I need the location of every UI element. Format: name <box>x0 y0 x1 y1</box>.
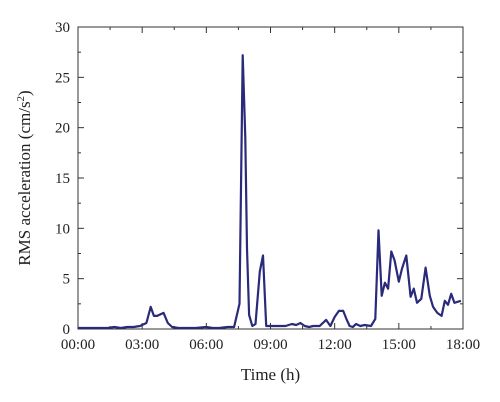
x-axis-label: Time (h) <box>241 365 300 384</box>
y-tick-label: 10 <box>55 221 70 237</box>
y-tick-label: 15 <box>55 171 70 187</box>
series-line <box>78 54 462 330</box>
y-axis-label-main: RMS acceleration (cm/s <box>15 101 34 265</box>
y-axis-label: RMS acceleration (cm/s2) <box>15 90 34 265</box>
x-tick-label: 18:00 <box>446 337 480 353</box>
y-axis-label-tail: ) <box>15 90 34 96</box>
x-tick-label: 15:00 <box>382 337 416 353</box>
y-tick-label: 5 <box>63 272 71 288</box>
y-tick-label: 30 <box>55 20 70 36</box>
y-axis-label-sup: 2 <box>15 96 27 102</box>
plot-frame <box>77 26 464 330</box>
x-tick-label: 00:00 <box>61 337 95 353</box>
x-tick-label: 12:00 <box>318 337 352 353</box>
y-tick-labels: 0 5 10 15 20 25 30 <box>55 20 70 338</box>
y-tick-label: 25 <box>55 70 70 86</box>
y-tick-label: 0 <box>63 322 71 338</box>
x-tick-label: 03:00 <box>125 337 159 353</box>
x-tick-label: 06:00 <box>189 337 223 353</box>
x-tick-labels: 00:00 03:00 06:00 09:00 12:00 15:00 18:00 <box>61 337 480 353</box>
x-tick-label: 09:00 <box>253 337 287 353</box>
y-tick-label: 20 <box>55 121 70 137</box>
axis-ticks <box>77 26 464 330</box>
